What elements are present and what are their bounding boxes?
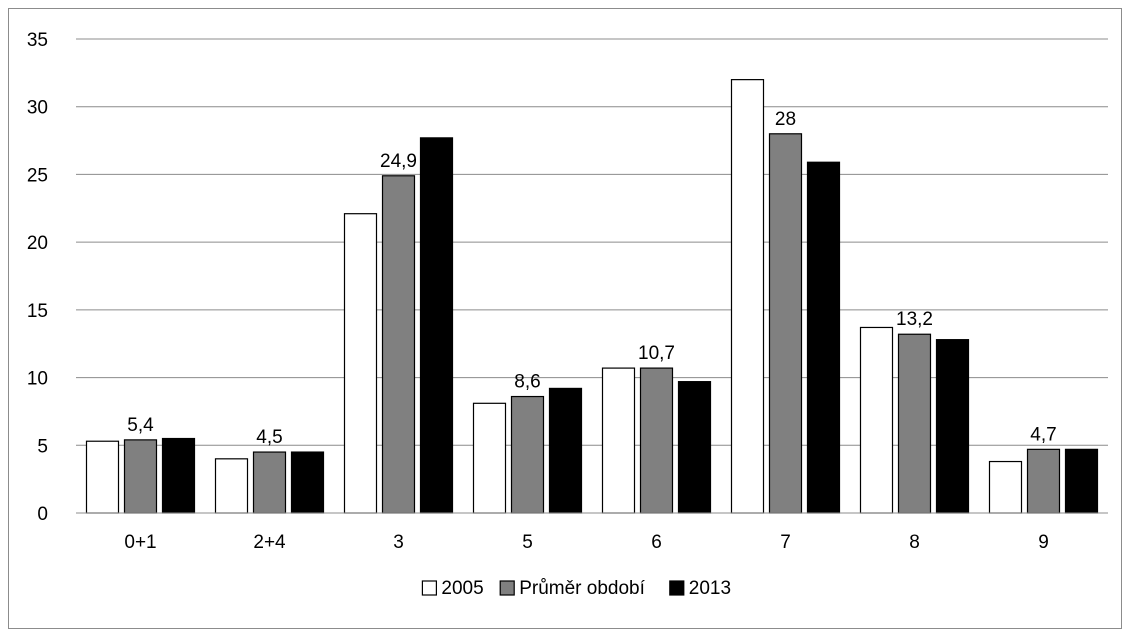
bar: [897, 333, 932, 514]
bar: [988, 460, 1023, 514]
bar: [601, 367, 636, 514]
y-tick-label: 10: [27, 369, 48, 390]
x-tick-label: 7: [780, 532, 791, 553]
y-tick-label: 5: [37, 436, 48, 457]
bar: [290, 451, 325, 514]
data-label: 10,7: [638, 343, 675, 364]
bar: [510, 395, 545, 514]
bar: [1026, 448, 1061, 514]
legend-swatch: [421, 580, 437, 596]
y-tick-label: 15: [27, 301, 48, 322]
data-label: 8,6: [514, 372, 540, 393]
y-tick-label: 0: [37, 504, 48, 525]
bar: [859, 326, 894, 514]
chart-frame: [8, 8, 1122, 629]
bar: [343, 213, 378, 514]
bar: [548, 387, 583, 514]
legend-label: 2005: [441, 578, 483, 599]
y-tick-label: 30: [27, 98, 48, 119]
x-tick-label: 6: [651, 532, 662, 553]
y-tick-label: 25: [27, 165, 48, 186]
bar: [768, 133, 803, 514]
x-tick-label: 9: [1038, 532, 1049, 553]
x-tick-label: 0+1: [124, 532, 156, 553]
bar: [677, 381, 712, 514]
legend-swatch: [669, 580, 685, 596]
y-tick-label: 20: [27, 233, 48, 254]
bar: [419, 137, 454, 514]
bar: [123, 439, 158, 514]
bar: [806, 161, 841, 514]
bar: [1064, 448, 1099, 514]
bar: [935, 339, 970, 514]
y-tick-label: 35: [27, 30, 48, 51]
x-tick-label: 8: [909, 532, 920, 553]
bar: [730, 79, 765, 514]
data-label: 28: [775, 109, 796, 130]
data-label: 13,2: [896, 309, 933, 330]
data-label: 24,9: [380, 151, 417, 172]
bar: [381, 175, 416, 514]
x-tick-label: 5: [522, 532, 533, 553]
x-tick-label: 3: [393, 532, 404, 553]
x-tick-label: 2+4: [253, 532, 286, 553]
bar: [161, 437, 196, 514]
legend-swatch: [499, 580, 515, 596]
bar: [252, 451, 287, 514]
data-label: 4,7: [1030, 424, 1056, 445]
bar: [214, 458, 249, 514]
data-label: 4,5: [256, 427, 282, 448]
data-label: 5,4: [127, 415, 154, 436]
bar: [639, 367, 674, 514]
legend-label: 2013: [689, 578, 731, 599]
bar: [472, 402, 507, 514]
legend-label: Průměr období: [519, 578, 645, 599]
bar: [85, 440, 120, 514]
